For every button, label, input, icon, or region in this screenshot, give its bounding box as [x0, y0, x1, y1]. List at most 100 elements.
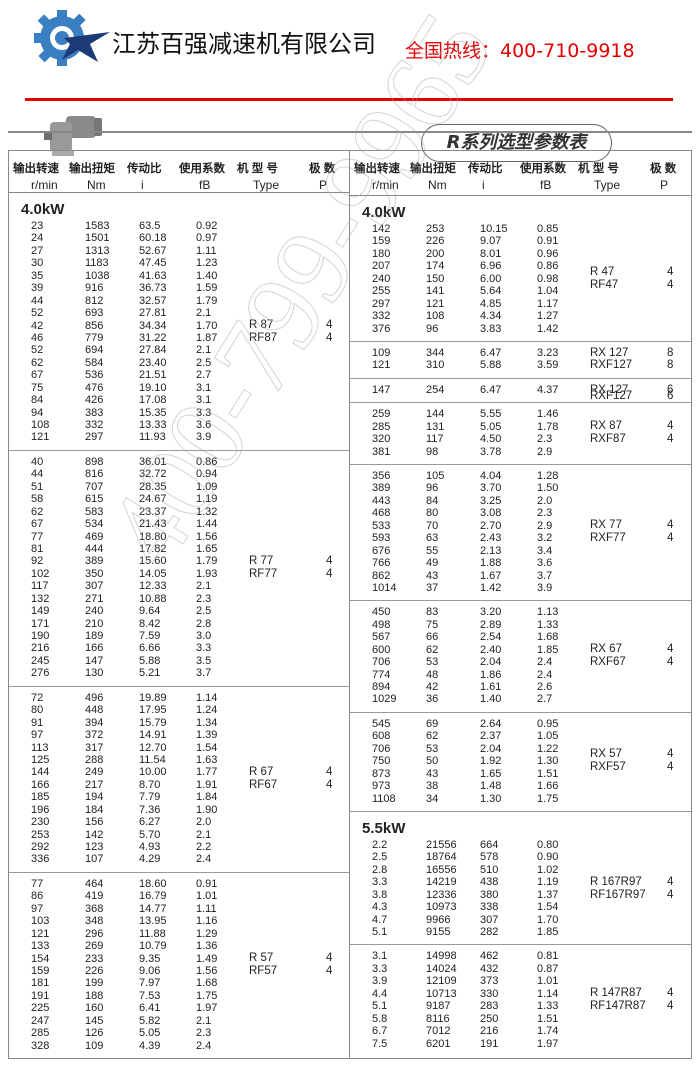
- cell: 373: [480, 975, 499, 988]
- cell: 1.19: [196, 493, 218, 506]
- cell: 2.40: [480, 643, 502, 656]
- cell: 0.86: [196, 455, 218, 468]
- cell: 383: [85, 406, 104, 419]
- cell: 15.35: [139, 406, 167, 419]
- cell: 2.89: [480, 618, 502, 631]
- table-row: 121 297 11.93 3.9: [9, 431, 349, 443]
- cell: 1.67: [480, 569, 502, 582]
- cell: 126: [85, 1027, 104, 1040]
- cell: 18.60: [139, 877, 167, 890]
- table-row: 3.3 14024 432 0.87: [350, 963, 691, 975]
- cell: 894: [372, 681, 391, 693]
- table-row: 750 50 1.92 1.30: [350, 755, 691, 767]
- cell: 217: [85, 778, 104, 791]
- cell: 536: [85, 369, 104, 382]
- table-row: 121 310 5.88 3.59: [350, 359, 691, 371]
- type-name: RF87: [249, 331, 278, 344]
- cell: 121: [426, 297, 445, 310]
- section-divider: [8, 131, 692, 133]
- table-row: 356 105 4.04 1.28: [350, 470, 691, 482]
- cell: 12.70: [139, 741, 167, 754]
- model-type: R 167R97 4 RF167R97 4: [350, 839, 691, 939]
- column-header-unit: P: [319, 178, 328, 192]
- cell: 67: [31, 518, 44, 531]
- table-header: 输出转速 r/min 输出扭矩 Nm 传动比 i 使用系数 fB 机 型 号 Type 极 数 P: [350, 151, 691, 196]
- type-name: RX 67: [590, 643, 622, 656]
- cell: 1.77: [196, 766, 218, 779]
- cell: 310: [426, 359, 445, 372]
- cell: 113: [31, 741, 49, 754]
- cell: 3.0: [196, 630, 212, 642]
- cell: 330: [480, 987, 499, 1000]
- cell: 259: [372, 408, 391, 421]
- type-name: RXF127: [590, 359, 633, 372]
- table-row: 117 307 12.33 2.1: [9, 580, 349, 592]
- type-name: R 47: [590, 265, 615, 278]
- right-column: 输出转速 r/min 输出扭矩 Nm 传动比 i 使用系数 fB 机 型 号 Type 极 数 P 4.…: [350, 151, 691, 1058]
- cell: 0.86: [537, 260, 559, 273]
- type-name: R 67: [249, 765, 274, 778]
- pole-count: 4: [667, 987, 674, 1000]
- model-type: R 67 4 RF67 4: [9, 692, 349, 866]
- model-type: R 147R87 4 RF147R87 4: [350, 950, 691, 1050]
- power-label: 4.0kW: [21, 201, 65, 218]
- cell: 4.50: [480, 433, 502, 446]
- table-row: 320 117 4.50 2.3: [350, 433, 691, 445]
- cell: 10713: [426, 987, 457, 1000]
- cell: 34.34: [139, 319, 167, 332]
- column-header-zh: 输出扭矩: [69, 163, 115, 175]
- type-name: R 87: [249, 318, 274, 331]
- pole-count: 4: [667, 748, 674, 761]
- cell: 4.3: [372, 901, 388, 914]
- cell: 53: [426, 656, 439, 669]
- table-row: 103 348 13.95 1.16: [9, 915, 349, 927]
- cell: 1.39: [196, 729, 218, 742]
- table-row: 276 130 5.21 3.7: [9, 667, 349, 679]
- table-row: 81 444 17.82 1.65: [9, 543, 349, 555]
- cell: 253: [426, 223, 445, 235]
- cell: 9187: [426, 1000, 451, 1013]
- cell: 5.88: [139, 654, 161, 667]
- cell: 1.36: [196, 940, 218, 953]
- cell: 35: [31, 269, 44, 282]
- cell: 1.48: [480, 780, 502, 793]
- cell: 1.27: [537, 310, 559, 323]
- type-name: RX 57: [590, 748, 622, 761]
- cell: 133: [31, 940, 50, 953]
- table-row: 46 779 31.22 1.87: [9, 332, 349, 344]
- table-row: 171 210 8.42 2.8: [9, 618, 349, 630]
- cell: 3.59: [537, 359, 559, 372]
- cell: 707: [85, 480, 104, 493]
- pole-count: 4: [326, 964, 333, 977]
- cell: 3.1: [196, 394, 212, 407]
- cell: 0.96: [537, 247, 559, 260]
- cell: 160: [85, 1002, 104, 1015]
- cell: 816: [85, 468, 104, 481]
- cell: 389: [372, 482, 391, 495]
- table-row: 4.7 9966 307 1.70: [350, 914, 691, 926]
- column-header-zh: 输出转速: [354, 163, 400, 175]
- cell: 142: [85, 828, 104, 841]
- table-row: 77 469 18.80 1.56: [9, 531, 349, 543]
- cell: 10.00: [139, 766, 167, 779]
- model-type: RX 77 4 RXF77 4: [350, 470, 691, 594]
- cell: 1.33: [537, 618, 559, 631]
- table-row: 336 107 4.29 2.4: [9, 853, 349, 865]
- cell: 40: [31, 455, 44, 468]
- cell: 5.70: [139, 828, 161, 841]
- table-row: 52 694 27.84 2.1: [9, 344, 349, 356]
- cell: 1.70: [537, 913, 559, 926]
- table-row: 144 249 10.00 1.77: [9, 766, 349, 778]
- cell: 706: [372, 742, 391, 755]
- cell: 96: [426, 482, 439, 495]
- type-line: R 147R87 4: [350, 987, 691, 1000]
- table-section: 545 69 2.64 0.95 608 62 2.37 1.05 706 53 2.04 1.22 7…: [350, 713, 691, 812]
- pole-count: 8: [667, 346, 674, 359]
- section-rows: 2.2 21556 664 0.80 2.5 18764 578 0.90 2.8 16556 51…: [350, 839, 691, 939]
- cell: 27.84: [139, 344, 167, 357]
- table-row: 328 109 4.39 2.4: [9, 1040, 349, 1052]
- cell: 2.1: [196, 828, 212, 841]
- model-type: RX 67 4 RXF67 4: [350, 606, 691, 706]
- model-type: R 87 4 RF87 4: [9, 220, 349, 444]
- cell: 1.79: [196, 555, 218, 568]
